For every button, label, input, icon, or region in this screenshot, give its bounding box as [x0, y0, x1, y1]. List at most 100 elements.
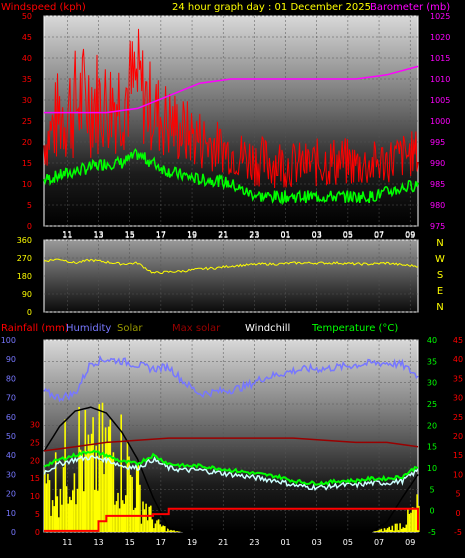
- legend-humidity: Humidity: [66, 323, 111, 334]
- solar-bar: [133, 510, 135, 532]
- temperature-tick-label: 20: [427, 421, 437, 430]
- solar-bar: [136, 469, 138, 533]
- temperature-outer-tick-label: 25: [453, 413, 463, 422]
- temperature-tick-label: 0: [429, 507, 434, 516]
- x-tick-label: 07: [374, 231, 384, 240]
- barometer-tick-label: 985: [430, 180, 445, 189]
- solar-bar: [407, 509, 409, 532]
- solar-bar: [145, 504, 147, 532]
- solar-bar: [150, 506, 152, 532]
- temperature-tick-label: 5: [429, 485, 434, 494]
- temperature-outer-tick-label: 10: [453, 470, 463, 479]
- x-tick-label: 05: [343, 231, 353, 240]
- solar-bar: [113, 452, 115, 532]
- solar-bar: [379, 530, 381, 532]
- x-tick-label: 11: [62, 231, 72, 240]
- solar-bar: [401, 529, 403, 532]
- solar-bar: [164, 526, 166, 532]
- solar-bar: [61, 505, 63, 532]
- solar-bar: [155, 524, 157, 533]
- barometer-tick-label: 1005: [430, 96, 450, 105]
- solar-bar: [64, 419, 66, 532]
- barometer-tick-label: 1020: [430, 33, 450, 42]
- direction-tick-label: 180: [17, 272, 32, 281]
- compass-label: N: [436, 302, 443, 313]
- solar-bar: [83, 491, 85, 532]
- solar-bar: [162, 526, 164, 533]
- solar-bar: [86, 451, 88, 532]
- solar-bar: [173, 530, 175, 532]
- rainfall-tick-label: 25: [30, 438, 40, 447]
- solar-bar: [384, 528, 386, 532]
- windspeed-axis-title: Windspeed (kph): [1, 2, 86, 13]
- temperature-outer-tick-label: -5: [454, 528, 462, 537]
- solar-bar: [402, 527, 404, 532]
- solar-bar: [53, 506, 55, 532]
- solar-bar: [124, 504, 126, 532]
- windspeed-tick-label: 20: [22, 138, 32, 147]
- legend-windchill: Windchill: [245, 323, 290, 334]
- x-tick-label: 17: [156, 231, 166, 240]
- windspeed-tick-label: 35: [22, 75, 32, 84]
- solar-bar: [71, 500, 73, 532]
- windspeed-tick-label: 0: [27, 222, 32, 231]
- solar-bar: [52, 500, 54, 532]
- solar-bar: [63, 467, 65, 532]
- solar-bar: [117, 493, 119, 532]
- x-tick-label: 23: [249, 231, 259, 240]
- x-tick-label: 17: [156, 538, 166, 547]
- solar-bar: [80, 450, 82, 532]
- solar-bar: [161, 527, 163, 533]
- solar-bar: [44, 471, 46, 532]
- solar-bar: [103, 474, 105, 532]
- solar-bar: [102, 403, 104, 532]
- solar-bar: [396, 524, 398, 532]
- temperature-outer-tick-label: 30: [453, 394, 463, 403]
- solar-bar: [410, 513, 412, 532]
- temperature-tick-label: 40: [427, 336, 437, 345]
- solar-bar: [57, 496, 59, 532]
- x-tick-label: 23: [249, 538, 259, 547]
- solar-bar: [404, 528, 406, 532]
- temperature-outer-tick-label: 0: [455, 509, 460, 518]
- barometer-tick-label: 1015: [430, 54, 450, 63]
- solar-bar: [138, 464, 140, 532]
- windspeed-tick-label: 25: [22, 117, 32, 126]
- windspeed-tick-label: 50: [22, 12, 32, 21]
- compass-label: E: [437, 286, 443, 297]
- legend-rainfall: Rainfall (mm): [1, 323, 69, 334]
- windspeed-tick-label: 45: [22, 33, 32, 42]
- solar-bar: [81, 453, 83, 532]
- solar-bar: [127, 442, 129, 532]
- temperature-outer-tick-label: 5: [455, 490, 460, 499]
- humidity-tick-label: 90: [6, 355, 16, 364]
- solar-bar: [409, 514, 411, 532]
- x-tick-label: 05: [343, 538, 353, 547]
- humidity-tick-label: 0: [11, 528, 16, 537]
- solar-bar: [159, 524, 161, 532]
- x-tick-label: 01: [280, 231, 290, 240]
- legend-max-solar: Max solar: [172, 323, 221, 334]
- solar-bar: [114, 505, 116, 532]
- solar-bar: [153, 528, 155, 532]
- solar-bar: [393, 531, 395, 532]
- rainfall-tick-label: 0: [35, 528, 40, 537]
- solar-bar: [50, 516, 52, 532]
- solar-bar: [69, 497, 71, 532]
- solar-bar: [170, 530, 172, 532]
- solar-bar: [412, 507, 414, 532]
- solar-bar: [66, 486, 68, 532]
- solar-bar: [167, 529, 169, 533]
- solar-bar: [390, 530, 392, 532]
- solar-bar: [74, 473, 76, 532]
- rainfall-tick-label: 30: [30, 420, 40, 429]
- solar-bar: [406, 525, 408, 532]
- windspeed-tick-label: 5: [27, 201, 32, 210]
- solar-bar: [72, 490, 74, 532]
- x-tick-label: 15: [125, 231, 135, 240]
- solar-bar: [139, 485, 141, 532]
